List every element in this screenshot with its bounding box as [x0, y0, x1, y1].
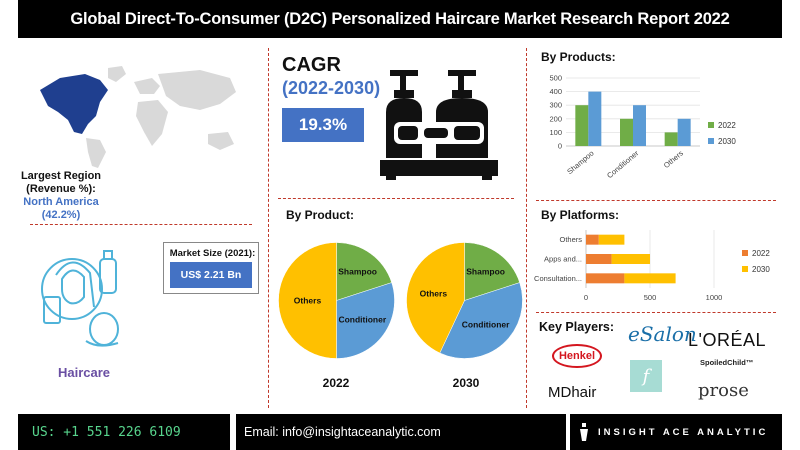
y-tick-label: 400 [549, 87, 562, 96]
haircare-illustration-icon [41, 250, 119, 347]
pie-label-shampoo: Shampoo [338, 266, 377, 276]
cagr-label: CAGR [282, 54, 341, 76]
pie-slice-others [406, 242, 465, 354]
divider [268, 48, 269, 408]
legend-label: 2030 [718, 137, 736, 146]
x-tick-label: 500 [644, 293, 657, 302]
pie-label-shampoo: Shampoo [466, 266, 505, 276]
henkel-logo: Henkel [552, 344, 602, 368]
key-players-title: Key Players: [539, 320, 615, 334]
pie-label-others: Others [294, 296, 322, 306]
y-tick-label: Apps and... [544, 255, 582, 264]
footer-brand-text: INSIGHT ACE ANALYTIC [598, 426, 769, 438]
y-tick-label: 300 [549, 101, 562, 110]
y-tick-label: Consultation... [534, 274, 582, 283]
pie-chart-2022: Shampoo Conditioner Others [278, 242, 395, 359]
footer-brand: INSIGHT ACE ANALYTIC [570, 414, 782, 450]
spoiledchild-logo: SpoiledChild™ [700, 358, 754, 367]
y-tick-label: 200 [549, 114, 562, 123]
bar-segment-2022 [586, 254, 612, 264]
legend-swatch [708, 138, 714, 144]
world-map-illustration [40, 66, 236, 168]
pie-title-2022: 2022 [322, 376, 350, 390]
cagr-value: 19.3% [282, 108, 364, 142]
haircare-label: Haircare [57, 365, 111, 380]
mdhair-logo: MDhair [548, 384, 597, 401]
market-size-frame [163, 242, 259, 294]
page-title: Global Direct-To-Consumer (D2C) Personal… [18, 0, 782, 38]
legend-label: 2030 [752, 265, 770, 274]
x-tick-label: 0 [584, 293, 588, 302]
divider [526, 48, 527, 408]
x-tick-label: Conditioner [605, 148, 641, 180]
x-tick-label: Others [662, 148, 685, 170]
by-products-title: By Products: [541, 50, 616, 64]
by-products-bar-chart: 0 100 200 300 400 500 Shampoo Conditioner Others… [549, 74, 736, 181]
divider [536, 200, 776, 201]
pie-label-conditioner: Conditioner [462, 319, 510, 329]
footer-phone: US: +1 551 226 6109 [18, 414, 230, 450]
y-tick-label: Others [559, 235, 582, 244]
pie-slice-conditioner [336, 282, 395, 359]
pie-slice-others [278, 242, 337, 359]
by-product-title: By Product: [286, 208, 355, 222]
pie-chart-2030: Shampoo Conditioner Others [406, 242, 523, 359]
pie-slice-conditioner [439, 282, 523, 359]
bar-segment-2030 [624, 273, 676, 284]
pie-slice-shampoo [336, 242, 392, 301]
legend-label: 2022 [752, 249, 770, 258]
y-tick-label: 0 [558, 142, 562, 151]
by-platforms-title: By Platforms: [541, 208, 620, 222]
bar-segment-2030 [611, 254, 650, 264]
bar-others-2030 [677, 118, 691, 146]
brand-logo-icon [580, 423, 588, 441]
x-tick-label: 1000 [706, 293, 723, 302]
bar-others-2022 [664, 132, 678, 146]
legend-label: 2022 [718, 121, 736, 130]
divider [278, 198, 514, 199]
bar-shampoo-2030 [588, 91, 602, 146]
bar-shampoo-2022 [575, 105, 589, 146]
cagr-period: (2022-2030) [282, 78, 381, 98]
bottles-icon [380, 70, 498, 180]
divider [536, 312, 776, 313]
market-size-label: Market Size (2021): [169, 248, 256, 259]
x-tick-label: Shampoo [565, 149, 595, 177]
pie-label-others: Others [420, 289, 448, 299]
legend-swatch [742, 266, 748, 272]
legend-swatch [708, 122, 714, 128]
largest-region-label: Largest Region (Revenue %): [20, 170, 102, 195]
legend-swatch [742, 250, 748, 256]
largest-region-value: North America (42.2%) [23, 196, 99, 221]
pie-title-2030: 2030 [452, 376, 480, 390]
bar-segment-2030 [598, 234, 625, 245]
y-tick-label: 500 [549, 74, 562, 83]
y-tick-label: 100 [549, 128, 562, 137]
bar-segment-2022 [586, 234, 599, 245]
footer-email: Email: info@insightaceanalytic.com [236, 414, 566, 450]
pie-label-conditioner: Conditioner [338, 314, 386, 324]
pie-slice-shampoo [464, 242, 520, 301]
prose-logo: prose [698, 380, 749, 401]
bar-conditioner-2022 [620, 118, 633, 146]
market-size-value: US$ 2.21 Bn [170, 262, 252, 288]
divider [30, 224, 252, 225]
bar-segment-2022 [586, 273, 625, 284]
esalon-logo: eSalon [628, 322, 697, 346]
loreal-logo: L'ORÉAL [688, 330, 766, 350]
bar-conditioner-2030 [633, 105, 646, 146]
by-platforms-bar-chart: 0 500 1000 Others Apps and... Consultation...… [534, 230, 770, 302]
function-of-beauty-logo: f [630, 360, 662, 392]
